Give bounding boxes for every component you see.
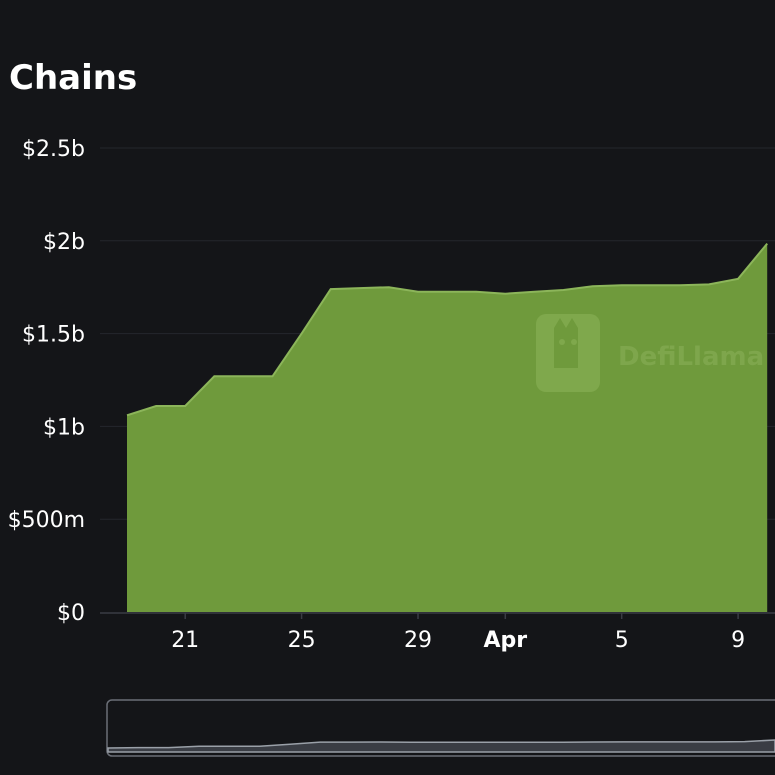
x-tick-label: 29 [404,628,432,653]
y-tick-label: $1.5b [22,323,85,348]
defillama-watermark: DefiLlama [536,314,764,392]
y-tick-label: $1b [43,415,85,440]
y-tick-label: $500m [8,508,85,533]
y-tick-label: $2b [43,230,85,255]
x-tick-label: 25 [288,628,316,653]
x-axis-ticks: 21 25 29 Apr 5 9 [171,613,745,653]
llama-logo [536,314,600,392]
slider-preview-line [107,739,775,753]
area-series [126,242,768,612]
y-axis-ticks: $0 $500m $1b $1.5b $2b $2.5b [8,137,85,626]
x-tick-label: 9 [731,628,745,653]
y-tick-label: $2.5b [22,137,85,162]
range-slider[interactable] [106,699,775,757]
x-tick-label: 21 [171,628,199,653]
x-tick-label: Apr [483,628,527,653]
y-tick-label: $0 [57,601,85,626]
x-tick-label: 5 [615,628,629,653]
chart-title: Chains [9,58,138,98]
series-line [126,242,768,417]
watermark-text: DefiLlama [618,342,764,372]
area-fill [127,243,768,612]
